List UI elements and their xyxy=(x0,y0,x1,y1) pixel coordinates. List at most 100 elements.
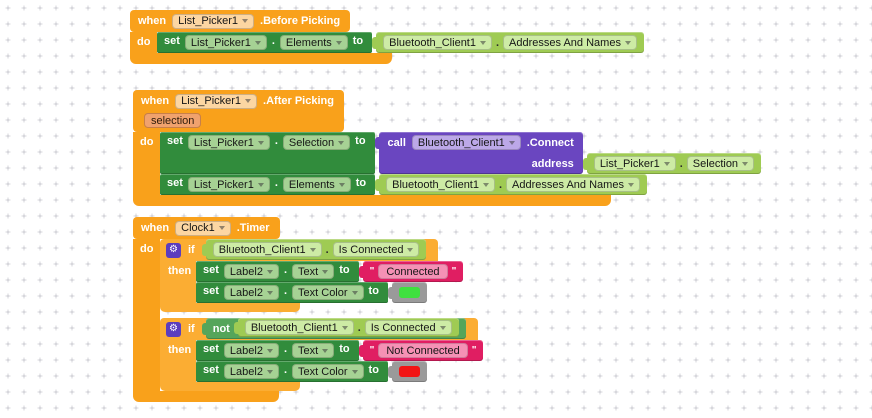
event-block-clock-timer[interactable]: when Clock1 .Timer do ⚙ if Bluetooth_Cli… xyxy=(133,217,484,402)
event-block-before-picking[interactable]: when List_Picker1 .Before Picking do set… xyxy=(130,10,644,64)
if-block-connected[interactable]: ⚙ if Bluetooth_Client1 . Is Connected xyxy=(160,239,464,312)
getter-is-connected[interactable]: Bluetooth_Client1 . Is Connected xyxy=(237,318,459,337)
dropdown-arrow-icon xyxy=(309,247,316,252)
dropdown-arrow-icon xyxy=(624,40,631,45)
dropdown-arrow-icon xyxy=(351,290,358,295)
component-dropdown-label2[interactable]: Label2 xyxy=(223,343,279,358)
color-block-red[interactable] xyxy=(391,361,427,382)
event-name-label: .Timer xyxy=(236,222,270,234)
component-dropdown-bluetooth-client1[interactable]: Bluetooth_Client1 xyxy=(411,135,521,150)
getter-addresses-and-names[interactable]: Bluetooth_Client1 . Addresses And Names xyxy=(379,174,647,195)
dropdown-arrow-icon xyxy=(351,369,358,374)
component-dropdown-clock1[interactable]: Clock1 xyxy=(175,220,231,236)
component-dropdown-listpicker1[interactable]: List_Picker1 xyxy=(187,135,270,150)
text-string-field[interactable]: Connected xyxy=(378,264,448,279)
dropdown-arrow-icon xyxy=(663,161,670,166)
component-dropdown-label2[interactable]: Label2 xyxy=(223,264,279,279)
then-slot: then xyxy=(160,340,196,382)
component-dropdown-bluetooth-client1[interactable]: Bluetooth_Client1 xyxy=(212,242,322,257)
event-name-label: .Before Picking xyxy=(260,15,341,27)
component-dropdown-label2[interactable]: Label2 xyxy=(223,285,279,300)
statement-row: set List_Picker1 . Elements to Bluetooth… xyxy=(157,32,644,53)
dropdown-arrow-icon xyxy=(266,348,273,353)
dropdown-arrow-icon xyxy=(266,369,273,374)
property-dropdown-text-color[interactable]: Text Color xyxy=(292,364,364,379)
property-dropdown-is-connected[interactable]: Is Connected xyxy=(364,320,452,335)
text-string-field[interactable]: Not Connected xyxy=(378,343,468,358)
event-header: when Clock1 .Timer xyxy=(133,217,280,239)
property-dropdown-elements[interactable]: Elements xyxy=(282,177,351,192)
if-block-footer xyxy=(160,382,300,391)
set-label2-text-block[interactable]: set Label2 . Text to xyxy=(196,261,359,282)
text-string-block[interactable]: " Connected " xyxy=(362,261,464,282)
dropdown-arrow-icon xyxy=(254,40,261,45)
set-label2-text-block[interactable]: set Label2 . Text to xyxy=(196,340,359,361)
event-header: when List_Picker1 .After Picking selecti… xyxy=(133,90,344,132)
dropdown-arrow-icon xyxy=(627,182,634,187)
component-dropdown-bluetooth-client1[interactable]: Bluetooth_Client1 xyxy=(386,177,495,192)
property-dropdown-is-connected[interactable]: Is Connected xyxy=(332,242,420,257)
color-swatch[interactable] xyxy=(398,366,420,377)
property-dropdown-text[interactable]: Text xyxy=(292,343,335,358)
component-dropdown-listpicker1[interactable]: List_Picker1 xyxy=(172,13,255,29)
if-block-not-connected[interactable]: ⚙ if not Bluetooth_Client1 . Is Connecte… xyxy=(160,318,484,391)
property-dropdown-elements[interactable]: Elements xyxy=(279,35,348,50)
method-name-label: .Connect xyxy=(526,136,574,149)
logic-not-block[interactable]: not Bluetooth_Client1 . Is Connected xyxy=(205,318,466,339)
do-slot: do xyxy=(133,132,160,195)
component-dropdown-listpicker1[interactable]: List_Picker1 xyxy=(175,93,258,109)
if-block-footer xyxy=(160,303,300,312)
event-parameter-selection[interactable]: selection xyxy=(144,113,202,128)
mutator-gear-icon[interactable]: ⚙ xyxy=(166,242,181,258)
property-dropdown-addresses[interactable]: Addresses And Names xyxy=(503,35,637,50)
property-dropdown-text-color[interactable]: Text Color xyxy=(292,285,364,300)
getter-is-connected[interactable]: Bluetooth_Client1 . Is Connected xyxy=(205,239,427,260)
statement-row: set Label2 . Text to xyxy=(196,340,484,361)
dropdown-arrow-icon xyxy=(335,40,342,45)
set-elements-block[interactable]: set List_Picker1 . Elements to xyxy=(157,32,373,53)
do-slot: do xyxy=(130,32,157,53)
dropdown-arrow-icon xyxy=(266,269,273,274)
mutator-gear-icon[interactable]: ⚙ xyxy=(166,321,181,337)
call-connect-block[interactable]: call Bluetooth_Client1 .Connect address xyxy=(374,132,583,174)
dropdown-arrow-icon xyxy=(266,290,273,295)
property-dropdown-selection[interactable]: Selection xyxy=(686,156,755,171)
set-label2-textcolor-block[interactable]: set Label2 . Text Color to xyxy=(196,282,388,303)
when-keyword: when xyxy=(141,95,170,107)
component-dropdown-label2[interactable]: Label2 xyxy=(223,364,279,379)
then-slot: then xyxy=(160,261,196,303)
when-keyword: when xyxy=(138,15,167,27)
component-dropdown-listpicker1[interactable]: List_Picker1 xyxy=(184,35,267,50)
event-block-after-picking[interactable]: when List_Picker1 .After Picking selecti… xyxy=(133,90,762,206)
property-dropdown-addresses[interactable]: Addresses And Names xyxy=(506,177,640,192)
component-dropdown-listpicker1[interactable]: List_Picker1 xyxy=(593,156,676,171)
color-swatch[interactable] xyxy=(398,287,420,298)
component-dropdown-listpicker1[interactable]: List_Picker1 xyxy=(187,177,270,192)
event-block-footer xyxy=(133,391,279,402)
getter-addresses-and-names[interactable]: Bluetooth_Client1 . Addresses And Names xyxy=(376,32,644,53)
event-name-label: .After Picking xyxy=(263,95,334,107)
dropdown-arrow-icon xyxy=(482,182,489,187)
component-dropdown-bluetooth-client1[interactable]: Bluetooth_Client1 xyxy=(244,320,354,335)
dropdown-arrow-icon xyxy=(341,325,348,330)
dropdown-arrow-icon xyxy=(338,140,345,145)
property-dropdown-selection[interactable]: Selection xyxy=(282,135,351,150)
set-selection-block[interactable]: set List_Picker1 . Selection to xyxy=(160,132,375,174)
dropdown-arrow-icon xyxy=(338,182,345,187)
dropdown-arrow-icon xyxy=(322,348,329,353)
dropdown-arrow-icon xyxy=(508,140,515,145)
text-string-block[interactable]: " Not Connected " xyxy=(362,340,484,361)
property-dropdown-text[interactable]: Text xyxy=(292,264,335,279)
color-block-green[interactable] xyxy=(391,282,427,303)
component-dropdown-bluetooth-client1[interactable]: Bluetooth_Client1 xyxy=(383,35,492,50)
getter-selection-argument[interactable]: List_Picker1 . Selection xyxy=(586,153,762,174)
dropdown-arrow-icon xyxy=(218,226,225,230)
when-keyword: when xyxy=(141,222,170,234)
dropdown-arrow-icon xyxy=(242,19,249,23)
event-block-footer xyxy=(133,195,611,206)
dropdown-arrow-icon xyxy=(257,182,264,187)
set-label2-textcolor-block[interactable]: set Label2 . Text Color to xyxy=(196,361,388,382)
set-elements-block[interactable]: set List_Picker1 . Elements to xyxy=(160,174,376,195)
statement-row: set List_Picker1 . Selection to xyxy=(160,132,762,174)
